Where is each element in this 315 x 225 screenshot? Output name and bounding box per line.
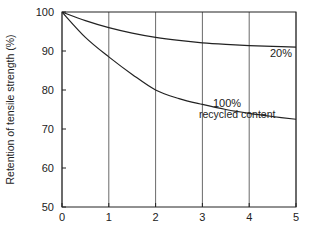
y-tick bbox=[62, 129, 66, 130]
series-group bbox=[62, 12, 296, 119]
y-tick bbox=[62, 90, 66, 91]
y-tick-label: 100 bbox=[36, 6, 54, 18]
y-axis-label: Retention of tensile strength (%) bbox=[4, 35, 16, 185]
grid-line-x bbox=[155, 12, 156, 207]
grid-line-x bbox=[108, 12, 109, 207]
plot-frame bbox=[62, 12, 296, 207]
y-tick-label: 80 bbox=[42, 84, 54, 96]
series-label-line: recycled content bbox=[199, 108, 276, 120]
y-tick-label: 60 bbox=[42, 162, 54, 174]
y-tick bbox=[62, 207, 66, 208]
y-tick-label: 90 bbox=[42, 45, 54, 57]
y-tick bbox=[62, 168, 66, 169]
y-tick-label: 50 bbox=[42, 201, 54, 213]
x-tick-label: 5 bbox=[293, 211, 299, 223]
chart-container: 50 60 70 80 90 100 0 1 2 3 4 5 Retention of tensile … bbox=[0, 0, 315, 225]
x-tick-label: 4 bbox=[246, 211, 252, 223]
x-tick bbox=[249, 203, 250, 207]
x-tick-label: 1 bbox=[106, 211, 112, 223]
x-tick bbox=[155, 203, 156, 207]
x-tick bbox=[62, 203, 63, 207]
x-tick bbox=[296, 203, 297, 207]
x-tick-label: 2 bbox=[153, 211, 159, 223]
x-tick-label: 0 bbox=[59, 211, 65, 223]
series-label: 100%recycled content bbox=[199, 97, 276, 120]
x-tick bbox=[108, 203, 109, 207]
y-tick bbox=[62, 51, 66, 52]
series-label-line: 20% bbox=[270, 47, 292, 59]
series-label: 20% bbox=[270, 47, 292, 59]
y-tick-label: 70 bbox=[42, 123, 54, 135]
chart-svg: 50 60 70 80 90 100 0 1 2 3 4 5 Retention of tensile … bbox=[0, 0, 315, 225]
x-tick bbox=[202, 203, 203, 207]
series-line bbox=[62, 12, 296, 47]
x-tick-label: 3 bbox=[199, 211, 205, 223]
series-line bbox=[62, 12, 296, 119]
